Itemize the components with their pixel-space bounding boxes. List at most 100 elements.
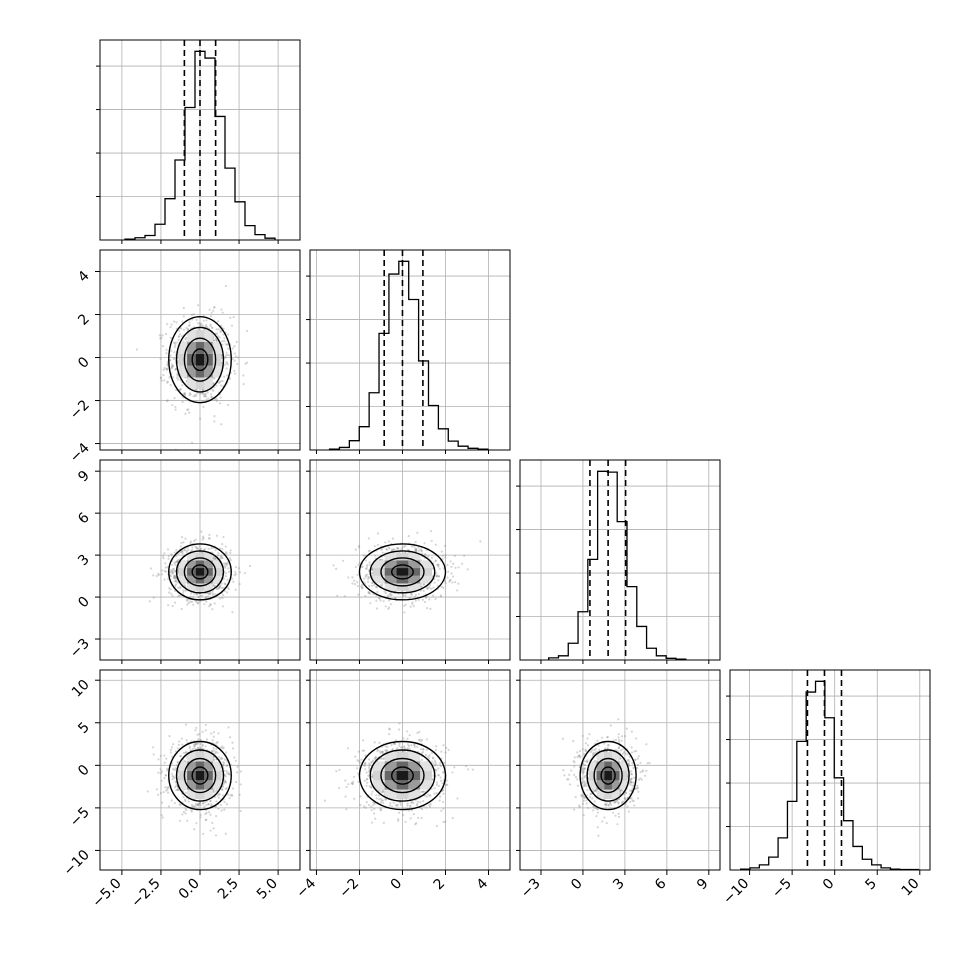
scatter-point bbox=[190, 803, 194, 807]
density-block bbox=[384, 568, 397, 576]
scatter-point bbox=[406, 804, 409, 807]
scatter-point bbox=[351, 582, 354, 585]
scatter-point bbox=[630, 773, 633, 776]
scatter-point bbox=[211, 739, 214, 742]
scatter-point bbox=[212, 827, 215, 830]
density-block bbox=[384, 552, 397, 561]
scatter-point bbox=[206, 391, 209, 394]
density-block bbox=[178, 365, 188, 378]
scatter-point bbox=[162, 373, 165, 377]
scatter-point bbox=[397, 819, 400, 822]
scatter-point bbox=[181, 320, 184, 323]
scatter-point bbox=[180, 541, 183, 545]
density-block bbox=[408, 752, 421, 762]
scatter-point bbox=[370, 805, 373, 808]
scatter-point bbox=[204, 723, 207, 727]
scatter-point bbox=[204, 818, 207, 822]
scatter-point bbox=[232, 787, 235, 790]
scatter-point bbox=[365, 784, 368, 787]
histogram-panel-0 bbox=[96, 39, 301, 241]
scatter-point bbox=[583, 781, 586, 784]
scatter-point bbox=[191, 548, 194, 552]
scatter-point bbox=[180, 536, 184, 539]
scatter-point bbox=[217, 381, 220, 384]
scatter-point bbox=[170, 799, 173, 802]
scatter-point bbox=[207, 397, 210, 400]
scatter-point bbox=[345, 808, 348, 811]
scatter-point bbox=[159, 772, 163, 775]
scatter-point bbox=[211, 326, 214, 329]
scatter-point bbox=[420, 585, 423, 588]
density-block bbox=[396, 552, 409, 561]
scatter-point bbox=[215, 587, 218, 591]
scatter-point bbox=[428, 598, 431, 601]
scatter-point bbox=[234, 565, 238, 569]
scatter-point bbox=[370, 760, 373, 763]
scatter-point bbox=[193, 592, 196, 595]
scatter-point bbox=[166, 399, 169, 402]
scatter-point bbox=[442, 770, 445, 773]
scatter-point bbox=[163, 569, 166, 573]
scatter-point bbox=[420, 740, 423, 743]
scatter-point bbox=[180, 754, 183, 758]
scatter-point bbox=[223, 781, 226, 784]
scatter-point bbox=[449, 578, 452, 581]
scatter-point bbox=[184, 338, 187, 341]
scatter-point bbox=[173, 351, 176, 354]
scatter-point bbox=[182, 810, 186, 814]
scatter-point bbox=[416, 531, 419, 534]
scatter-point bbox=[463, 554, 466, 557]
scatter-point bbox=[217, 587, 220, 590]
scatter-point bbox=[219, 803, 222, 807]
scatter-point bbox=[210, 314, 213, 318]
scatter-point bbox=[222, 762, 226, 765]
scatter-point bbox=[381, 750, 384, 753]
scatter-point bbox=[151, 746, 155, 749]
scatter-point bbox=[377, 789, 380, 792]
scatter-point bbox=[394, 743, 397, 746]
scatter-point bbox=[169, 384, 172, 387]
scatter-point bbox=[170, 363, 174, 366]
scatter-point bbox=[229, 551, 232, 555]
density-block bbox=[195, 330, 205, 342]
scatter-point bbox=[436, 564, 440, 567]
scatter-point bbox=[175, 764, 178, 767]
scatter-point bbox=[397, 811, 401, 814]
scatter-point bbox=[170, 571, 173, 574]
scatter-point bbox=[220, 809, 223, 812]
scatter-point bbox=[204, 596, 208, 599]
scatter-point bbox=[161, 334, 164, 337]
scatter-point bbox=[227, 772, 231, 776]
density-block bbox=[408, 575, 421, 584]
scatter-point bbox=[433, 792, 436, 795]
scatter-point bbox=[215, 534, 219, 537]
scatter-point bbox=[353, 582, 357, 586]
scatter-point bbox=[360, 585, 363, 588]
scatter-point bbox=[212, 791, 215, 794]
scatter-point bbox=[368, 770, 371, 773]
scatter-point bbox=[220, 555, 223, 558]
contour-line bbox=[175, 326, 225, 393]
histogram-bar bbox=[155, 224, 165, 240]
scatter-point bbox=[174, 368, 178, 371]
scatter-point bbox=[227, 333, 230, 336]
histogram-bar bbox=[797, 741, 806, 870]
scatter-point bbox=[415, 804, 419, 807]
scatter-point bbox=[371, 759, 375, 762]
scatter-point bbox=[593, 752, 596, 755]
scatter-point bbox=[169, 588, 172, 591]
scatter-point bbox=[200, 324, 203, 327]
scatter-point bbox=[212, 339, 215, 342]
scatter-point bbox=[447, 570, 450, 573]
scatter-point bbox=[218, 793, 221, 796]
scatter-point bbox=[420, 550, 423, 553]
scatter-point bbox=[630, 777, 633, 780]
scatter-point bbox=[164, 774, 168, 777]
scatter-point bbox=[160, 779, 163, 782]
density-block bbox=[372, 560, 385, 569]
scatter-point bbox=[432, 586, 435, 589]
scatter-point bbox=[582, 814, 585, 817]
scatter-point bbox=[387, 606, 391, 609]
scatter-point bbox=[367, 590, 370, 594]
scatter-point bbox=[414, 599, 417, 602]
